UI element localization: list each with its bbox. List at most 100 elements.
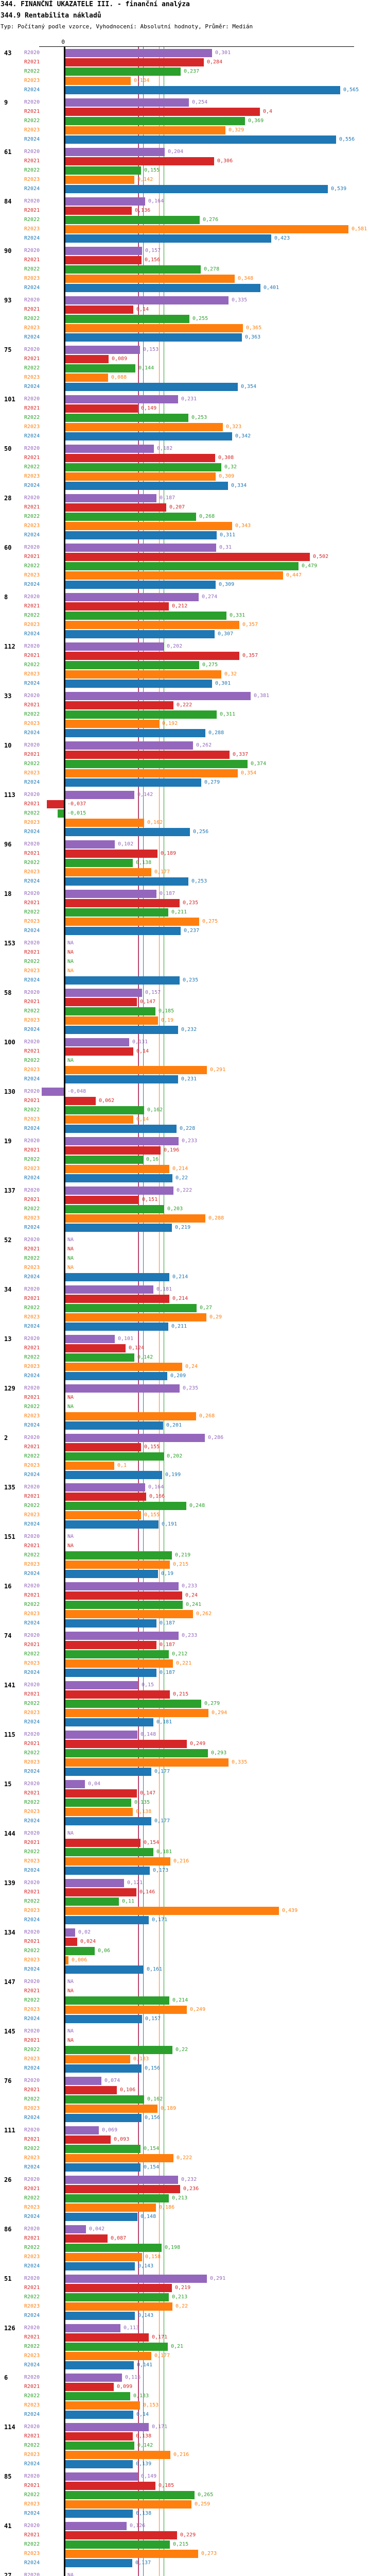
bar-R2020: [65, 346, 140, 354]
bar-R2024: [65, 383, 238, 391]
value-label: 0,381: [254, 693, 270, 699]
value-label: 0,136: [135, 208, 151, 213]
bar-R2020: [65, 148, 165, 156]
year-label-R2021: R2021: [24, 2532, 40, 2538]
year-label-R2023: R2023: [24, 2007, 40, 2012]
bar-R2020: [65, 395, 178, 403]
value-label: 0,219: [175, 1552, 191, 1558]
year-label-R2024: R2024: [24, 681, 40, 686]
bar-R2020: [65, 1780, 85, 1788]
year-label-R2024: R2024: [24, 2412, 40, 2417]
value-label: 0,131: [132, 1039, 148, 1045]
bar-R2023: [65, 2253, 142, 2261]
bar-R2021: [65, 2185, 180, 2193]
bar-R2023: [65, 2055, 130, 2063]
bar-R2020: [65, 741, 193, 750]
year-label-R2023: R2023: [24, 820, 40, 825]
bar-R2023: [65, 374, 108, 382]
bar-R2024: [65, 2510, 133, 2518]
bar-R2024: [65, 2213, 137, 2221]
year-label-R2021: R2021: [24, 702, 40, 708]
year-label-R2020: R2020: [24, 545, 40, 550]
group-id-label: 115: [4, 1731, 15, 1738]
bar-R2024: [65, 1421, 163, 1430]
na-label: NA: [67, 1404, 74, 1410]
bar-R2022: [65, 117, 245, 125]
year-label-R2024: R2024: [24, 433, 40, 439]
group-id-label: 19: [4, 1138, 12, 1145]
bar-R2020: [65, 989, 142, 997]
value-label: 0,093: [114, 2137, 130, 2142]
na-label: NA: [67, 1988, 74, 1994]
bar-R2021: [65, 998, 137, 1006]
bar-R2022: [65, 67, 181, 76]
bar-R2024: [65, 1768, 151, 1776]
year-label-R2021: R2021: [24, 1642, 40, 1648]
value-label: 0,273: [201, 2551, 217, 2556]
value-label: 0,185: [159, 2483, 174, 2488]
bar-R2022: [65, 2046, 172, 2054]
group-id-label: 111: [4, 2127, 15, 2134]
group-id-label: 145: [4, 2028, 15, 2035]
year-label-R2021: R2021: [24, 1494, 40, 1499]
bar-R2024: [65, 284, 260, 292]
bar-R2024: [65, 432, 232, 440]
bar-R2022: [65, 1205, 164, 1213]
value-label: 0,074: [104, 2078, 120, 2083]
year-label-R2023: R2023: [24, 1265, 40, 1270]
value-label: 0,187: [160, 1670, 176, 1675]
bar-R2024: [65, 1520, 159, 1529]
bar-R2022: [65, 710, 217, 719]
year-label-R2024: R2024: [24, 1521, 40, 1527]
bar-R2021: [65, 1344, 126, 1352]
value-label: 0,447: [286, 572, 302, 578]
year-label-R2020: R2020: [24, 347, 40, 352]
year-label-R2022: R2022: [24, 464, 40, 470]
bar-R2021: [65, 1047, 133, 1056]
year-label-R2022: R2022: [24, 266, 40, 272]
bar-R2020: [65, 2472, 138, 2481]
value-label: 0,187: [160, 1642, 176, 1648]
bar-R2022: [65, 859, 133, 867]
year-label-R2021: R2021: [24, 504, 40, 510]
bar-R2020: [65, 593, 199, 601]
bar-R2023: [65, 1758, 229, 1767]
bar-R2023: [65, 1462, 114, 1470]
value-label: 0,201: [166, 1422, 182, 1428]
value-label: 0,279: [204, 779, 220, 785]
bar-R2022: [65, 2540, 170, 2549]
bar-R2023: [65, 225, 348, 233]
year-label-R2023: R2023: [24, 2452, 40, 2458]
value-label: 0,106: [120, 2087, 136, 2093]
year-label-R2021: R2021: [24, 851, 40, 856]
value-label: 0,4: [263, 109, 273, 114]
na-label: NA: [67, 1265, 74, 1270]
value-label: 0,286: [208, 1435, 224, 1440]
year-label-R2023: R2023: [24, 2254, 40, 2260]
value-label: 0,135: [134, 1800, 150, 1805]
value-label: 0,148: [141, 2214, 156, 2219]
year-label-R2022: R2022: [24, 2047, 40, 2053]
value-label: 0,31: [219, 545, 232, 550]
year-label-R2022: R2022: [24, 613, 40, 618]
value-label: 0,141: [137, 2362, 153, 2368]
value-label: 0,32: [224, 671, 237, 677]
value-label: 0,181: [156, 1719, 172, 1725]
bar-R2024: [65, 1224, 172, 1232]
year-label-R2022: R2022: [24, 1503, 40, 1509]
year-label-R2020: R2020: [24, 1732, 40, 1737]
bar-R2020: [65, 1731, 137, 1739]
value-label: 0,231: [181, 1076, 197, 1082]
year-label-R2022: R2022: [24, 2492, 40, 2498]
bar-R2023: [65, 2550, 198, 2558]
bar-R2024: [65, 1273, 169, 1281]
year-label-R2023: R2023: [24, 2155, 40, 2161]
year-label-R2021: R2021: [24, 1048, 40, 1054]
year-label-R2022: R2022: [24, 365, 40, 371]
year-label-R2024: R2024: [24, 2313, 40, 2318]
year-label-R2022: R2022: [24, 1552, 40, 1558]
year-label-R2021: R2021: [24, 1939, 40, 1944]
group-id-label: 52: [4, 1236, 12, 1244]
bar-R2020: [65, 544, 216, 552]
